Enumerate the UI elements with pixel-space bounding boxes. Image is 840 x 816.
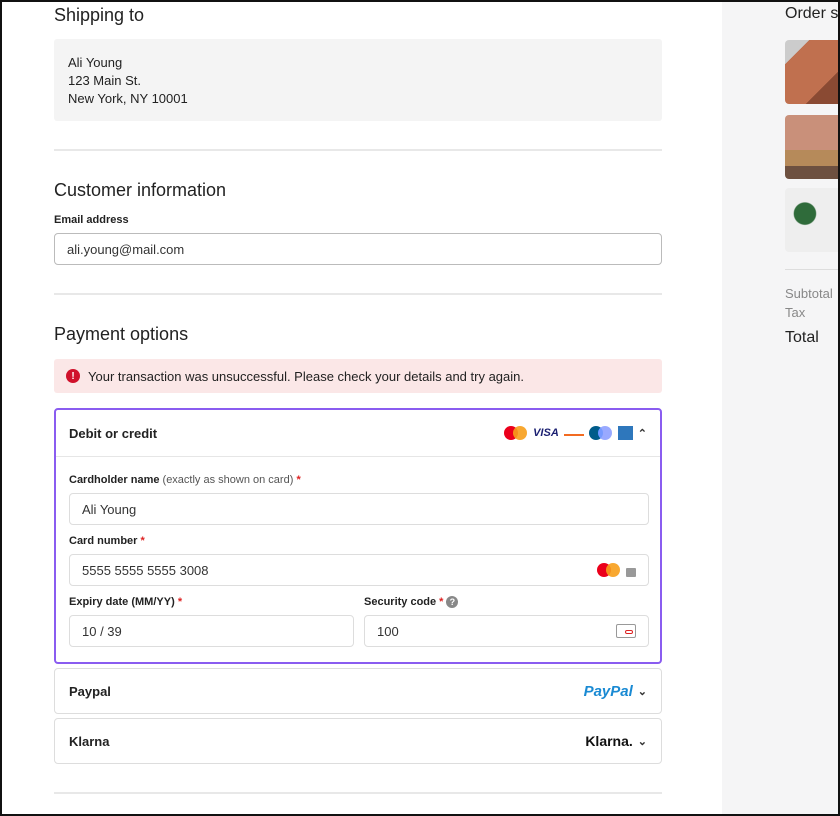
expiry-label: Expiry date (MM/YY) * (69, 596, 183, 608)
paypal-logo: PayPal (583, 682, 633, 700)
security-code-input[interactable]: 100 (364, 615, 649, 647)
klarna-option[interactable]: Klarna Klarna. ⌄ (54, 718, 662, 764)
address-street: 123 Main St. (68, 73, 141, 88)
error-icon: ! (66, 369, 80, 383)
chevron-up-icon[interactable]: ⌃ (637, 427, 647, 440)
expiry-input[interactable]: 10 / 39 (69, 615, 354, 647)
cardholder-name-input[interactable]: Ali Young (69, 493, 649, 525)
summary-divider (785, 269, 838, 270)
lock-icon (626, 567, 636, 577)
card-number-label: Card number * (69, 535, 145, 547)
email-label: Email address (54, 214, 129, 226)
paypal-option[interactable]: Paypal PayPal ⌄ (54, 668, 662, 714)
divider (54, 149, 662, 151)
paypal-label: Paypal (69, 683, 111, 699)
security-code-value: 100 (377, 623, 399, 639)
email-field[interactable]: ali.young@mail.com (54, 233, 662, 265)
cardholder-label: Cardholder name (exactly as shown on car… (69, 474, 301, 486)
divider (54, 293, 662, 295)
mastercard-icon (597, 563, 621, 577)
chevron-down-icon[interactable]: ⌄ (637, 735, 647, 748)
payment-title: Payment options (54, 324, 189, 344)
card-number-input[interactable]: 5555 5555 5555 3008 (69, 554, 649, 586)
amex-icon (617, 426, 633, 440)
total-label: Total (785, 329, 819, 346)
card-cvc-icon (616, 624, 636, 638)
expiry-value: 10 / 39 (82, 623, 122, 639)
address-name: Ali Young (68, 55, 123, 70)
card-number-value: 5555 5555 5555 3008 (82, 562, 209, 578)
product-image-plant[interactable] (785, 188, 838, 252)
shipping-title: Shipping to (54, 5, 145, 25)
subtotal-label: Subtotal (785, 286, 833, 301)
maestro-icon (588, 426, 613, 440)
order-summary-title: Order s (785, 5, 839, 22)
cardholder-value: Ali Young (82, 501, 137, 517)
help-icon[interactable]: ? (446, 596, 459, 608)
security-code-label: Security code *? (364, 596, 459, 608)
product-image-living-room[interactable] (785, 115, 838, 179)
visa-icon: VISA (533, 427, 559, 439)
mastercard-icon (504, 426, 528, 440)
address-city: New York, NY 10001 (68, 91, 188, 106)
email-value: ali.young@mail.com (67, 241, 185, 257)
debit-credit-panel: Debit or credit VISA ⌃ Cardholder name (… (54, 408, 662, 664)
klarna-label: Klarna (69, 733, 110, 749)
checkout-main: Shipping to Ali Young 123 Main St. New Y… (2, 2, 722, 814)
discover-icon (563, 430, 584, 436)
product-image-sofa[interactable] (785, 40, 838, 104)
divider (54, 792, 662, 794)
klarna-logo: Klarna. (585, 733, 633, 749)
chevron-down-icon[interactable]: ⌄ (637, 685, 647, 698)
debit-credit-label: Debit or credit (69, 425, 158, 441)
error-banner: ! Your transaction was unsuccessful. Ple… (54, 359, 662, 393)
debit-credit-header[interactable]: Debit or credit VISA ⌃ (56, 410, 660, 457)
shipping-address: Ali Young 123 Main St. New York, NY 1000… (54, 39, 662, 121)
tax-label: Tax (785, 305, 806, 320)
error-message: Your transaction was unsuccessful. Pleas… (88, 368, 524, 384)
customer-title: Customer information (54, 180, 227, 200)
